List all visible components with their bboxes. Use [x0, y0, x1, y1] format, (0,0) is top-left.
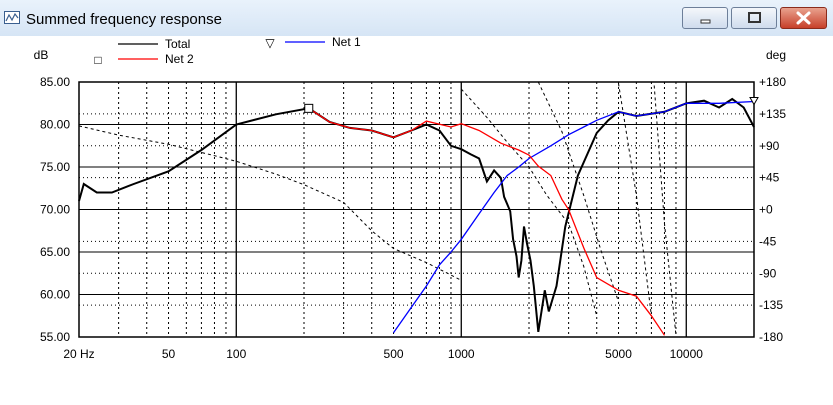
y-axis-label-db: dB [34, 48, 49, 62]
legend-label: Net 1 [332, 36, 361, 49]
y2-tick-label: -135 [759, 298, 783, 312]
app-icon [4, 11, 20, 24]
series-net-1-line [392, 100, 755, 334]
series-total-phase [537, 81, 619, 302]
y2-tick-label: +135 [759, 107, 786, 121]
phase-lines [78, 81, 677, 336]
x-tick-label: 1000 [448, 347, 475, 361]
close-button[interactable] [780, 7, 827, 29]
y-tick-label: 55.00 [40, 330, 70, 344]
chart-grid [78, 81, 755, 338]
frequency-response-chart: Total ▽ Net 1 □ Net 2 dB deg 85.00 80.00 75.00 70… [34, 35, 787, 361]
maximize-icon [748, 12, 761, 23]
axis-labels: dB deg 85.00 80.00 75.00 70.00 65.00 60.00 55.00… [34, 48, 787, 361]
chart-area: Total ▽ Net 1 □ Net 2 dB deg 85.00 80.00 75.00 70… [0, 35, 833, 400]
x-tick-label: 100 [226, 347, 246, 361]
y-axis-label-deg: deg [766, 48, 786, 62]
marker-triangle [749, 97, 759, 106]
y2-tick-label: +90 [759, 139, 780, 153]
series-total-phase [618, 83, 652, 316]
legend-label: Total [165, 37, 190, 51]
x-tick-label: 500 [384, 347, 404, 361]
marker-layer [304, 97, 759, 113]
y2-tick-label: -90 [759, 266, 777, 280]
legend-marker: □ [94, 53, 101, 67]
y2-tick-label: +180 [759, 75, 786, 89]
series-total-phase [460, 88, 598, 316]
x-tick-label: 50 [162, 347, 176, 361]
y-tick-label: 65.00 [40, 245, 70, 259]
x-tick-label: 5000 [605, 347, 632, 361]
window-title: Summed frequency response [26, 11, 222, 28]
series-total-line [78, 97, 755, 333]
y-tick-label: 70.00 [40, 203, 70, 217]
title-bar[interactable]: Summed frequency response [0, 0, 833, 36]
series-total-phase [78, 125, 462, 281]
marker-square [304, 103, 314, 113]
y2-tick-label: +0 [759, 203, 773, 217]
y-tick-label: 75.00 [40, 160, 70, 174]
chart-legend: Total ▽ Net 1 □ Net 2 [94, 35, 361, 67]
legend-marker: ▽ [265, 36, 275, 50]
y2-tick-label: +45 [759, 171, 780, 185]
minimize-button[interactable] [682, 7, 728, 29]
series-total-phase [653, 85, 677, 336]
y2-tick-label: -180 [759, 330, 783, 344]
x-tick-label: 10000 [670, 347, 704, 361]
y-tick-label: 85.00 [40, 75, 70, 89]
maximize-button[interactable] [731, 7, 777, 29]
y-tick-label: 80.00 [40, 118, 70, 132]
y-tick-label: 60.00 [40, 288, 70, 302]
y2-tick-label: -45 [759, 234, 777, 248]
series-net-2-line [308, 107, 666, 336]
minimize-icon [700, 19, 711, 24]
legend-label: Net 2 [165, 52, 194, 66]
x-tick-label: 20 Hz [63, 347, 94, 361]
close-icon [796, 11, 811, 25]
series-lines [78, 97, 755, 336]
